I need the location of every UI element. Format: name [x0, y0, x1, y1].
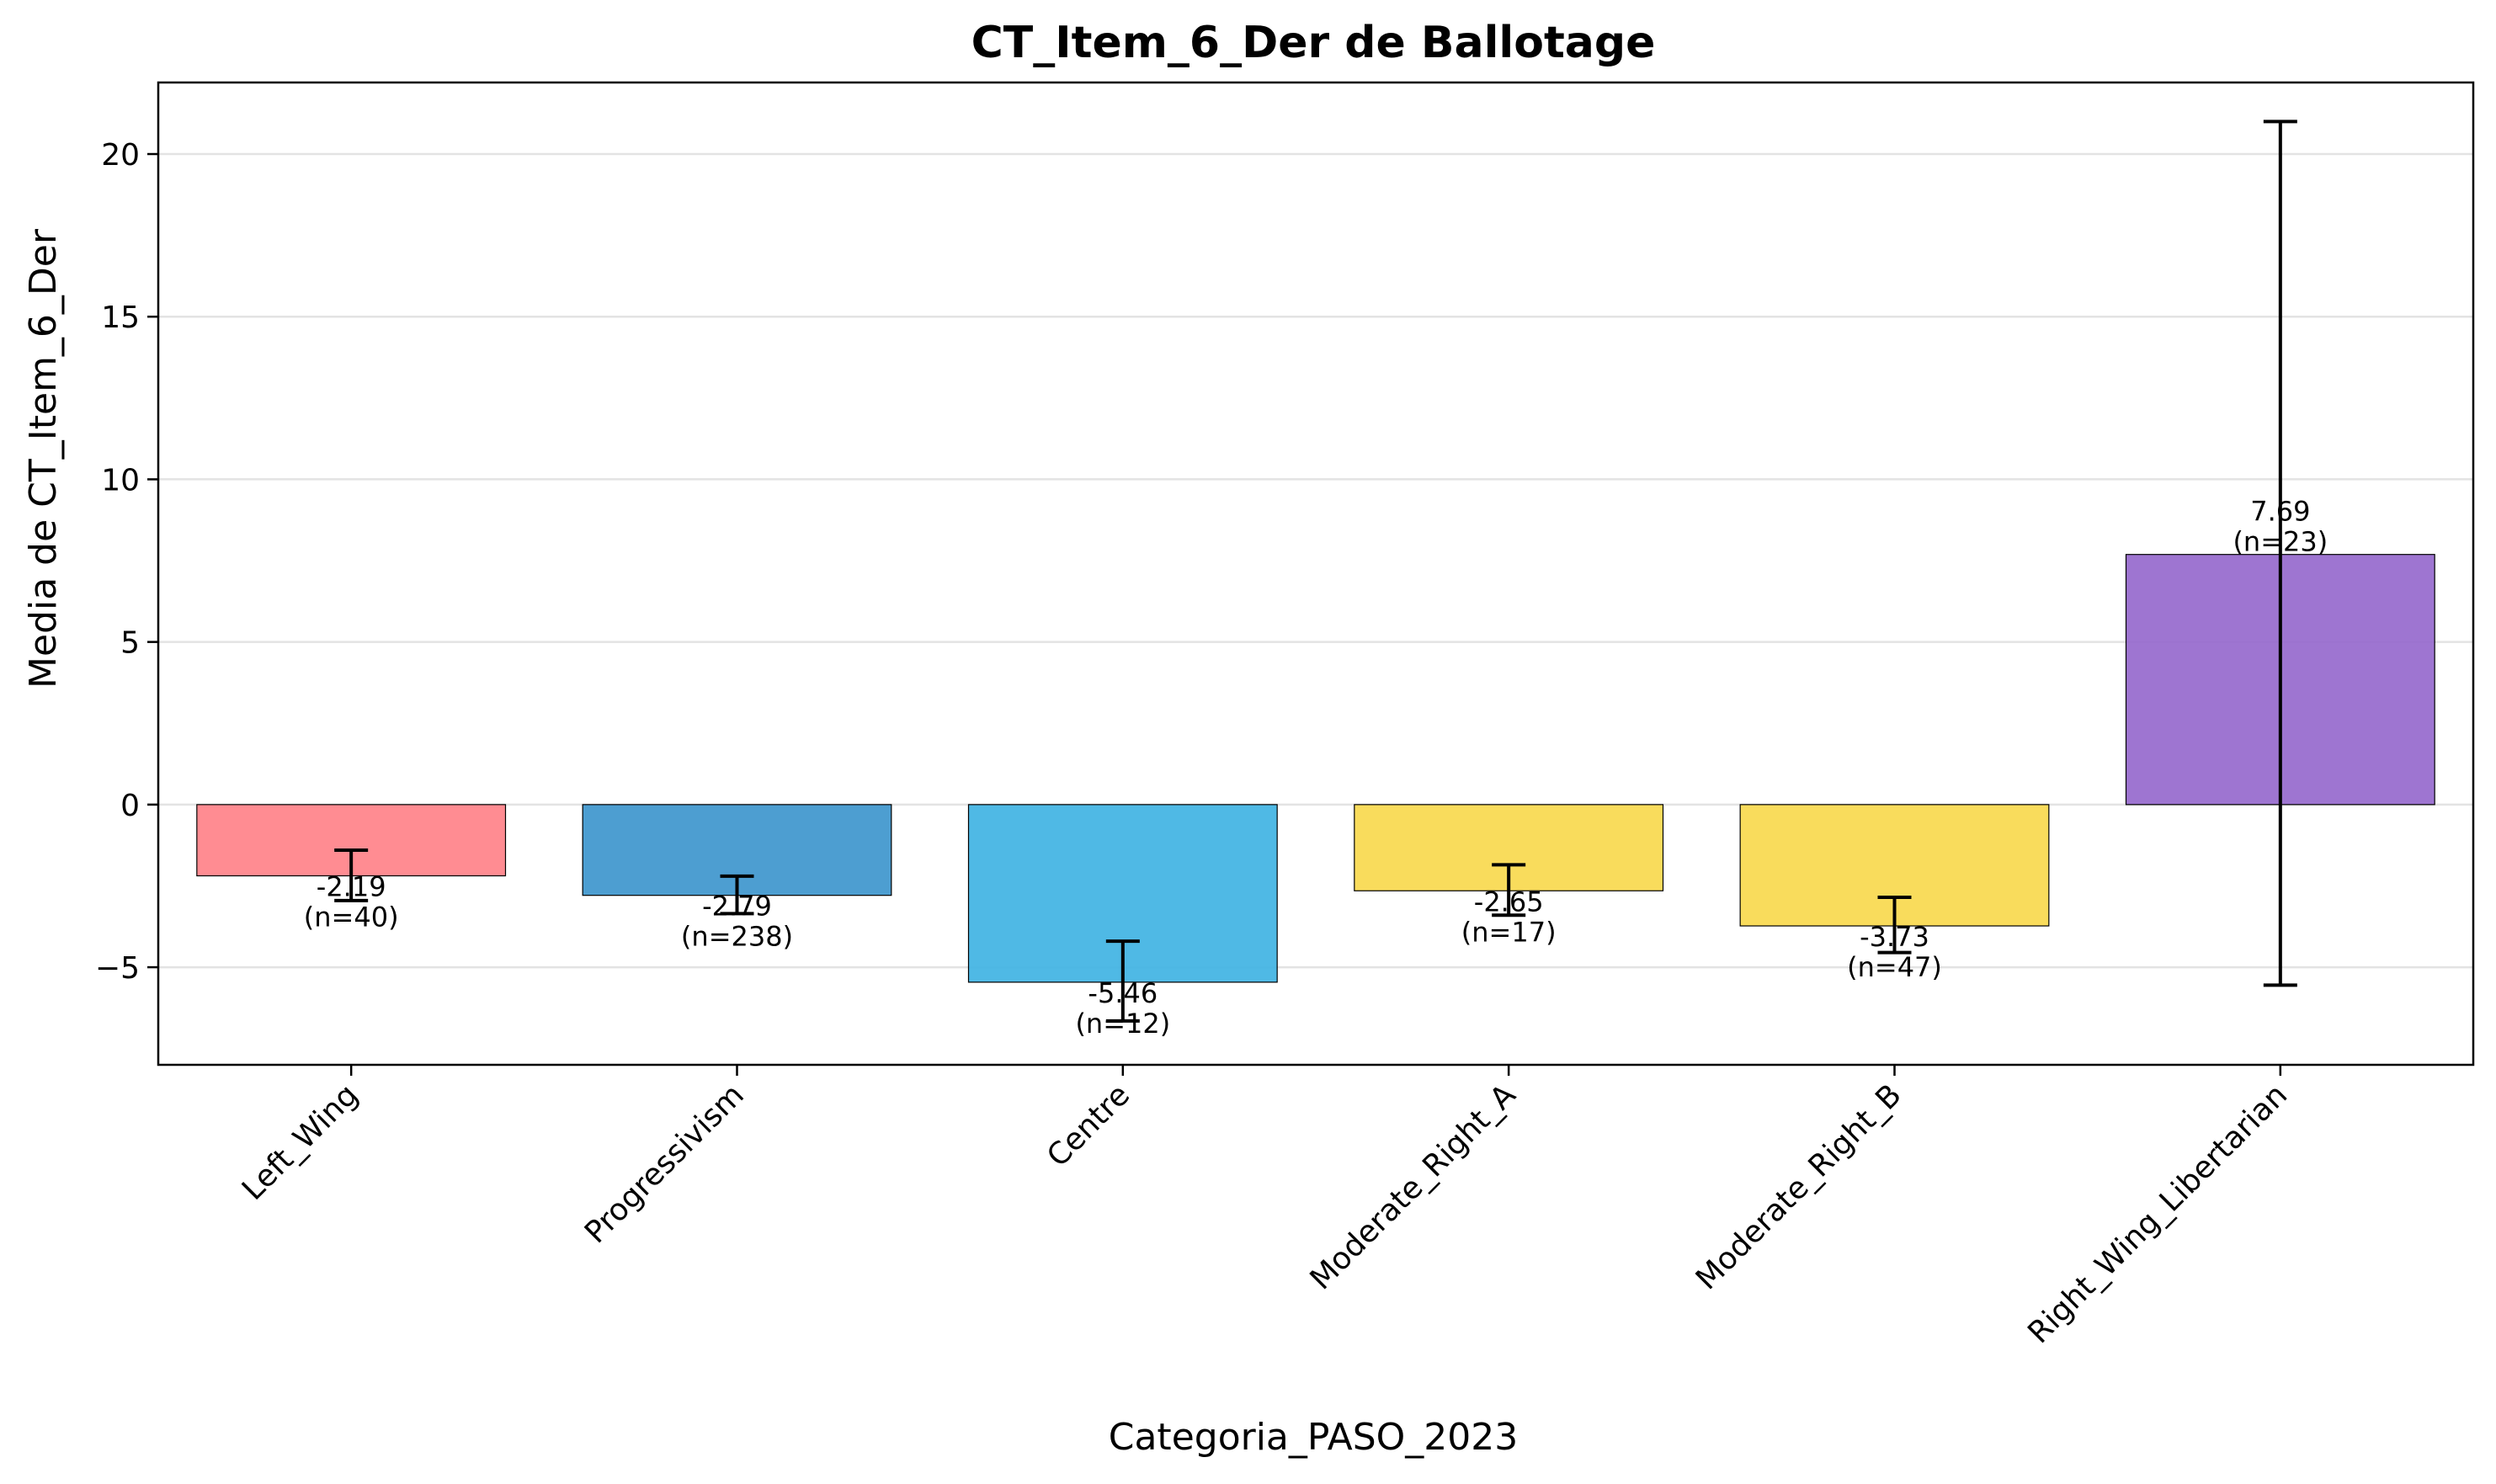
plot-frame	[157, 81, 2475, 1066]
x-tick-label: Moderate_Right_B	[1690, 1077, 1908, 1296]
bar-n-label: (n=40)	[304, 901, 399, 933]
bar-n-label: (n=47)	[1847, 951, 1942, 983]
data-labels-layer: -2.19(n=40) -2.79(n=238)-5.46(n=12)-2.65(…	[304, 496, 2328, 1040]
x-tick-label: Moderate_Right_A	[1304, 1077, 1523, 1296]
y-axis-ticks: −5 0 5 10 15 20	[95, 138, 158, 986]
bar-value-label: -5.46	[1088, 977, 1158, 1009]
bar-n-label: (n=12)	[1075, 1008, 1170, 1040]
y-tick-label: 15	[101, 301, 140, 335]
y-tick-label: 20	[101, 138, 140, 173]
x-tick-label: Left_Wing	[236, 1077, 365, 1207]
bar-value-label: -2.19	[317, 870, 386, 902]
bar-value-label: -3.73	[1860, 921, 1929, 953]
bar-n-label: (n=23)	[2233, 526, 2328, 558]
x-axis-ticks: Left_Wing Progressivism Centre Moderate_Rig…	[236, 1065, 2294, 1350]
bar-value-label: -2.79	[702, 891, 772, 923]
bar-n-label: (n=17)	[1461, 916, 1557, 948]
x-axis-label: Categoria_PASO_2023	[1109, 1416, 1519, 1459]
bars-layer	[196, 554, 2435, 983]
y-tick-label: 0	[120, 789, 140, 823]
grid-layer	[158, 152, 2473, 969]
y-tick-label: 10	[101, 463, 140, 497]
errorbars-layer	[334, 120, 2297, 1023]
chart-title: CT_Item_6_Der de Ballotage	[971, 18, 1656, 68]
x-tick-label: Right_Wing_Libertarian	[2021, 1077, 2294, 1350]
y-tick-label: −5	[95, 951, 140, 986]
y-tick-label: 5	[120, 626, 140, 661]
bar-value-label: -2.65	[1474, 886, 1544, 918]
bar-n-label: (n=238)	[681, 921, 793, 953]
x-tick-label: Progressivism	[578, 1077, 751, 1250]
x-tick-label: Centre	[1040, 1077, 1136, 1173]
bar-value-label: 7.69	[2250, 496, 2310, 528]
y-axis-label: Media de CT_Item_6_Der	[22, 228, 65, 689]
